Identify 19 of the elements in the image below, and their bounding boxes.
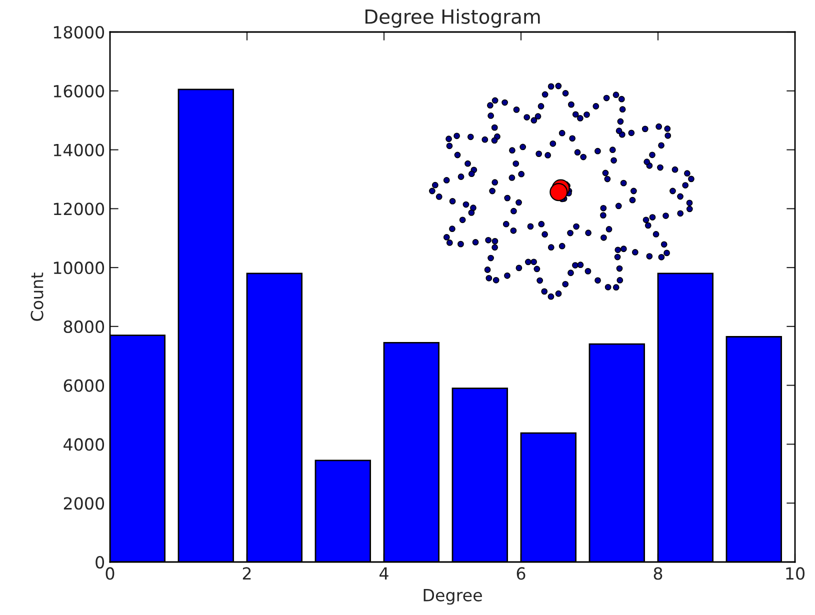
- chart-title: Degree Histogram: [366, 8, 540, 28]
- x-axis-title: Degree: [424, 589, 482, 605]
- y-tick-label: 4000: [64, 438, 104, 451]
- x-tick-label: 2: [242, 567, 251, 580]
- y-tick-label: 2000: [64, 497, 104, 510]
- y-tick-label: 18000: [54, 26, 104, 39]
- y-tick-label: 16000: [54, 84, 104, 98]
- y-tick-label: 14000: [54, 144, 104, 156]
- y-tick-label: 10000: [54, 262, 104, 274]
- y-tick-label: 12000: [54, 202, 104, 216]
- y-axis-title: Count: [30, 272, 44, 321]
- y-tick-label: 8000: [64, 320, 104, 334]
- x-tick-label: 8: [654, 567, 662, 580]
- x-tick-label: 10: [786, 567, 804, 580]
- x-tick-label: 4: [380, 567, 388, 580]
- y-tick-label: 6000: [64, 379, 104, 392]
- x-tick-label: 6: [516, 567, 526, 580]
- x-tick-label: 0: [106, 567, 114, 580]
- y-tick-label: 0: [96, 556, 104, 569]
